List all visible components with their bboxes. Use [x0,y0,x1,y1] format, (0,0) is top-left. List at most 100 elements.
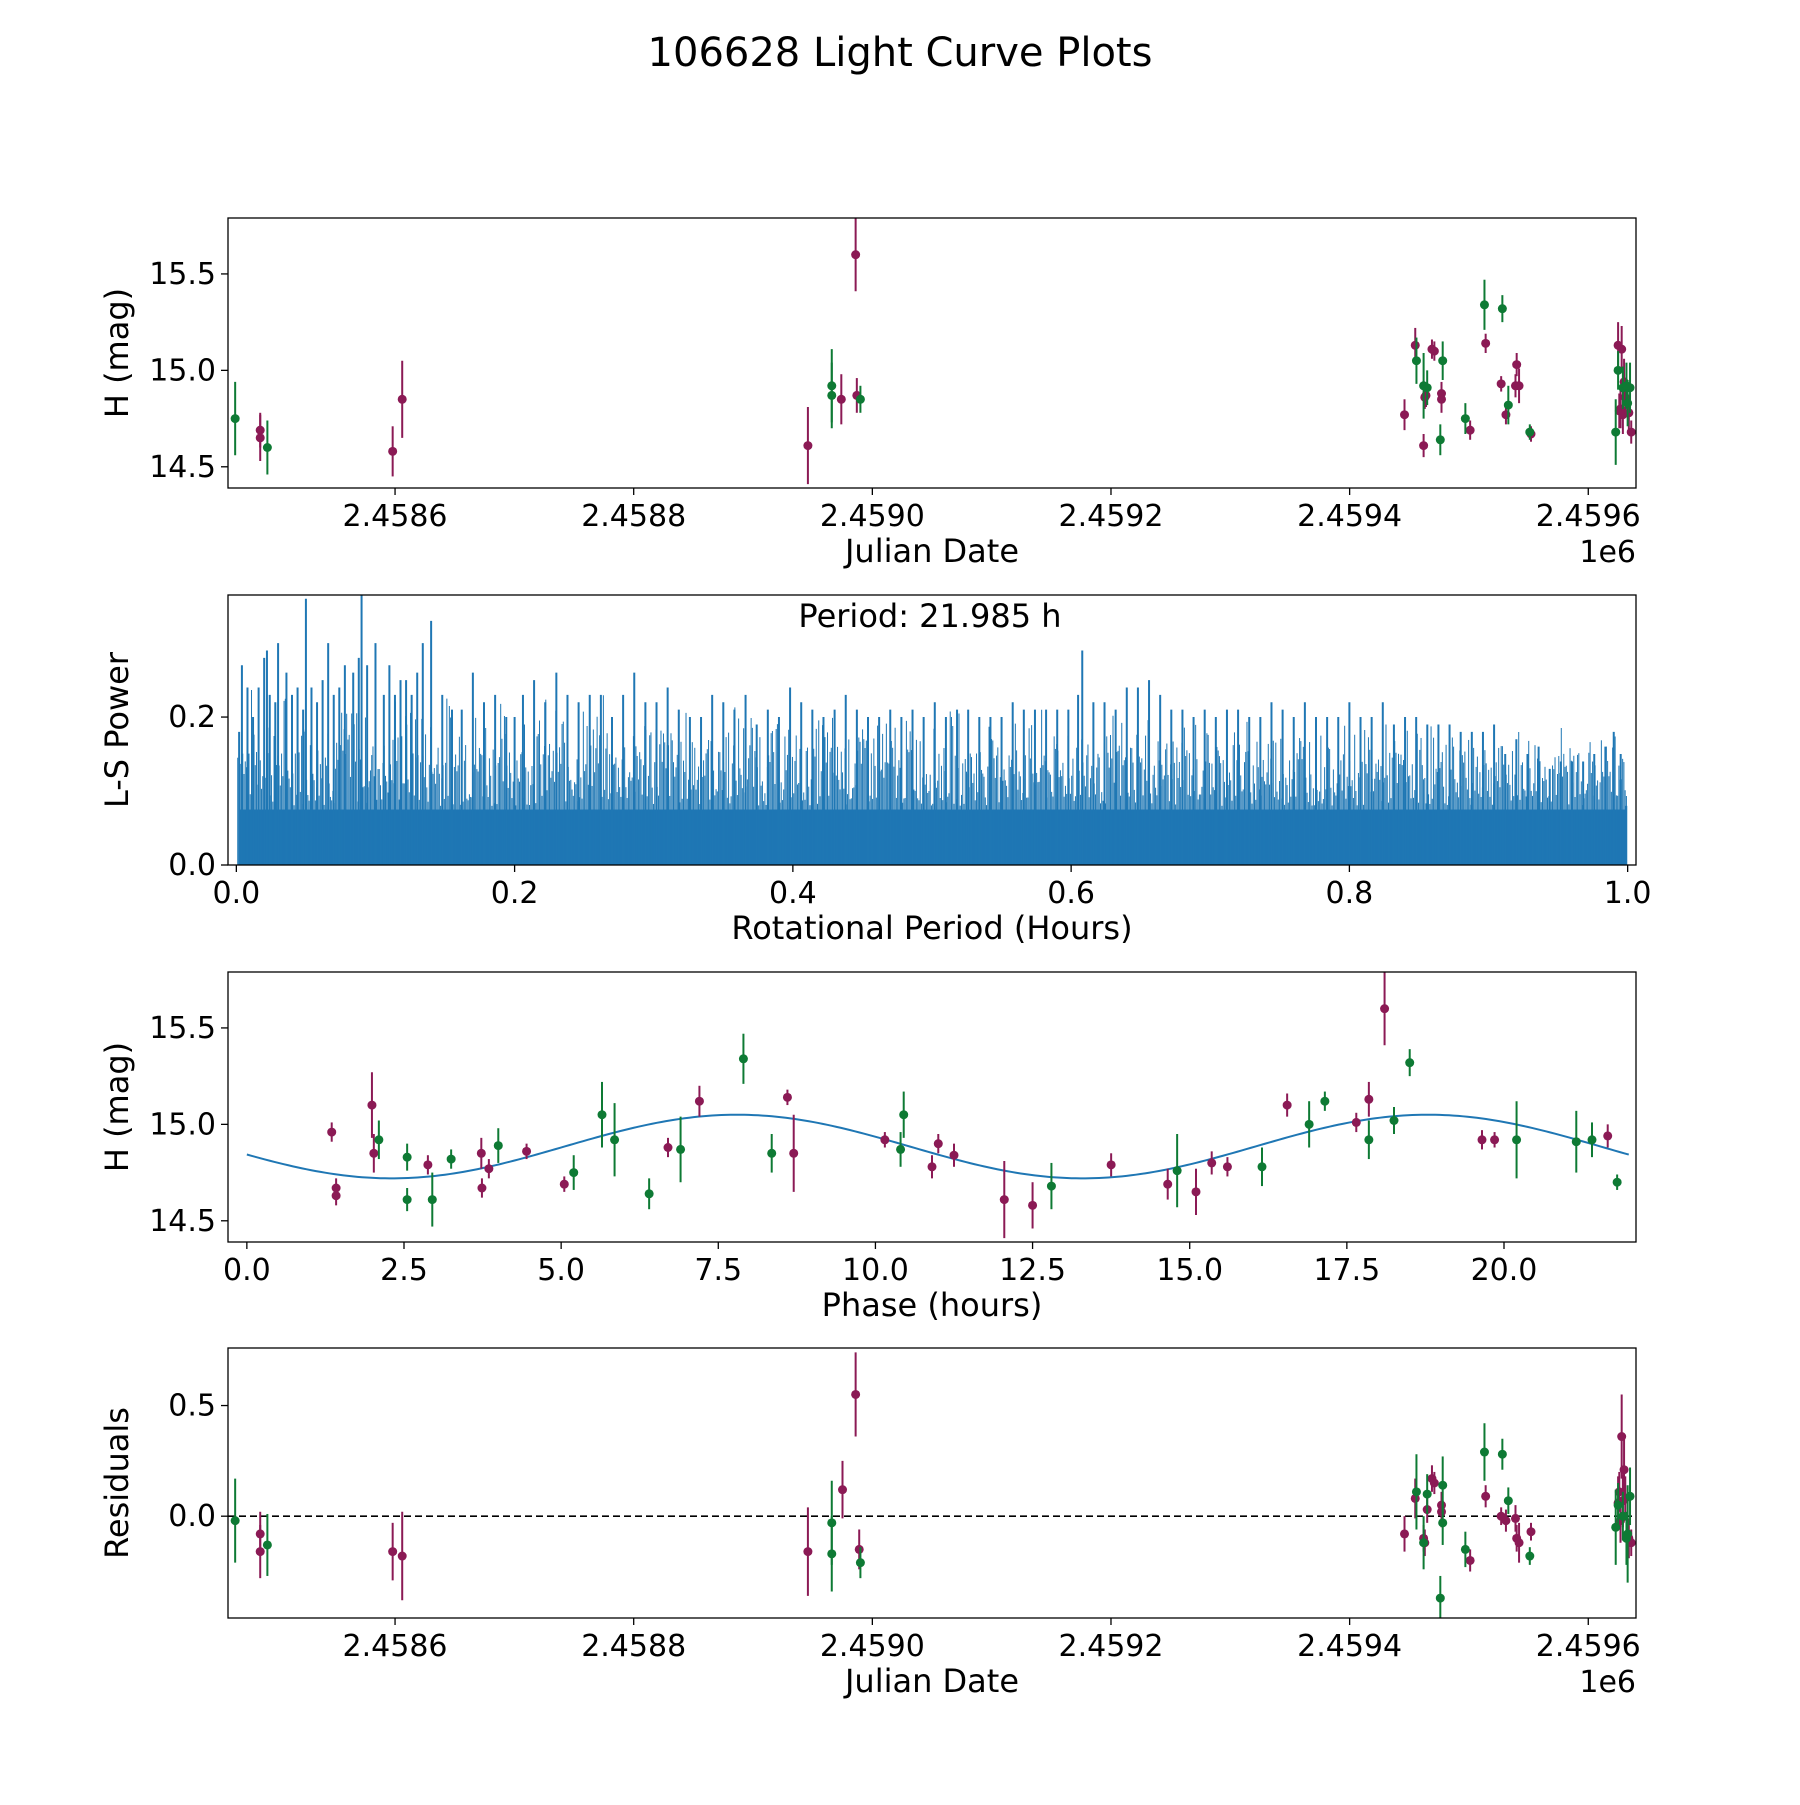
data-point [367,1100,377,1110]
data-point [423,1160,433,1170]
x-tick-label: 0.0 [212,876,260,911]
data-point [1611,427,1621,437]
y-tick-label: 15.0 [149,1107,216,1142]
data-point [402,1195,412,1205]
x-tick-label: 20.0 [1471,1253,1538,1288]
data-point [1410,1493,1420,1503]
data-point [1046,1181,1056,1191]
data-point [388,1547,398,1557]
data-point [1525,1551,1535,1561]
data-point [1207,1158,1217,1168]
figure-title: 106628 Light Curve Plots [648,30,1153,76]
data-point [1106,1160,1116,1170]
data-point [1419,1538,1429,1548]
data-point [1512,1135,1522,1145]
x-tick-label: 2.4596 [1536,1629,1641,1664]
data-point [522,1146,532,1156]
data-point [999,1195,1009,1205]
x-tick-label: 0.0 [223,1253,271,1288]
x-tick-label: 2.5 [380,1253,428,1288]
lightcurve-axes-frame [227,217,1637,489]
data-point [1503,400,1513,410]
data-point [597,1110,607,1120]
data-point [851,250,861,260]
data-point [1613,365,1623,375]
data-point [855,1558,865,1568]
data-point [255,1547,265,1557]
data-point [1304,1119,1314,1129]
data-point [1618,1511,1628,1521]
x-tick-label: 2.4590 [820,499,925,534]
data-point [476,1148,486,1158]
data-point [374,1135,384,1145]
data-point [899,1110,909,1120]
data-point [331,1191,341,1201]
x-tick-label: 2.4586 [343,1629,448,1664]
data-point [1380,1004,1390,1014]
data-point [559,1179,569,1189]
data-point [1617,344,1627,354]
data-point [1477,1135,1487,1145]
data-point [1525,427,1535,437]
data-point [1619,1465,1629,1475]
data-point [1405,1058,1415,1068]
data-point [484,1164,494,1174]
x-tick-label: 5.0 [537,1253,585,1288]
data-point [855,394,865,404]
data-point [1351,1117,1361,1127]
data-point [767,1148,777,1158]
residuals-axes-frame [227,1347,1637,1619]
period-annotation: Period: 21.985 h [798,597,1061,635]
data-point [1465,425,1475,435]
data-point [477,1183,487,1193]
data-point [1514,381,1524,391]
data-point [663,1143,673,1152]
data-point [1364,1135,1374,1145]
y-tick-label: 0.0 [168,848,216,883]
residuals-panel: 2.4586 2.4588 2.4590 2.4592 2.4594 2.4596 0.0 0… [98,1347,1641,1700]
data-point [1479,300,1489,310]
phase-data [246,972,1630,1239]
x-tick-label: 2.4592 [1058,1629,1163,1664]
x-tick-label: 0.6 [1047,876,1095,911]
data-point [402,1152,412,1162]
data-point [1438,1518,1448,1528]
data-point [493,1141,503,1151]
data-point [1510,1513,1520,1523]
data-point [610,1135,620,1145]
data-point [569,1168,579,1178]
data-point [1429,1478,1439,1488]
x-axis-label: Julian Date [843,1662,1019,1700]
data-point [1172,1166,1182,1176]
data-point [1490,1135,1500,1145]
data-point [896,1144,906,1154]
data-point [1410,340,1420,350]
data-point [397,1551,407,1561]
periodogram-data [237,595,1628,865]
lightcurve-data [230,218,1636,485]
x-tick-label: 12.5 [999,1253,1066,1288]
x-tick-label: 17.5 [1313,1253,1380,1288]
data-point [1400,1529,1410,1539]
x-axis-label: Julian Date [843,532,1019,570]
data-point [1497,304,1507,314]
data-point [1603,1131,1613,1141]
data-point [255,433,265,443]
y-tick-label: 0.5 [168,1389,216,1424]
data-point [836,394,846,404]
x-tick-label: 2.4588 [581,1629,686,1664]
fit-curve [246,1113,1630,1180]
y-tick-label: 0.0 [168,1499,216,1534]
data-point [1257,1162,1267,1172]
data-point [1612,1177,1622,1187]
data-point [694,1096,704,1106]
x-tick-label: 7.5 [694,1253,742,1288]
data-point [1435,435,1445,445]
data-point [1625,383,1635,393]
data-point [1623,1529,1633,1539]
data-point [262,443,272,452]
x-tick-label: 2.4586 [343,499,448,534]
data-point [676,1144,686,1154]
phase-axes-frame [227,971,1637,1243]
data-point [1191,1187,1201,1197]
